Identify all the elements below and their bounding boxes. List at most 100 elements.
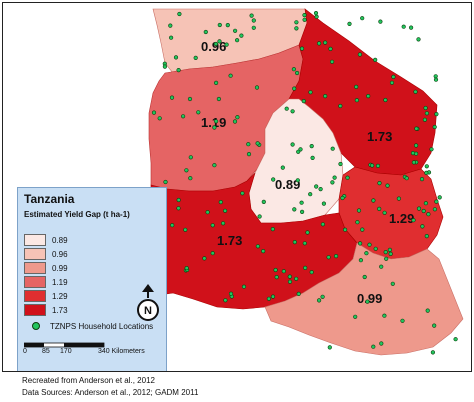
scale-tick: 85 (42, 348, 50, 355)
household-point (382, 210, 387, 215)
household-point (162, 64, 167, 69)
household-point (360, 227, 365, 232)
household-point (367, 242, 372, 247)
household-point (240, 191, 245, 196)
region-label-north-east: 1.73 (367, 129, 392, 144)
household-point (284, 106, 289, 111)
legend-panel: Tanzania Estimated Yield Gap (t ha-1) 0.… (17, 187, 167, 371)
household-point (296, 149, 301, 154)
household-point (382, 313, 387, 318)
household-point (317, 41, 322, 46)
household-point (176, 67, 181, 73)
legend-swatch (24, 262, 46, 274)
region-label-west: 1.19 (201, 115, 226, 130)
household-point (414, 126, 419, 131)
caption-source-recreated: Recreated from Anderson et al., 2012 (22, 376, 155, 385)
household-point (181, 114, 186, 119)
legend-swatch (24, 234, 46, 246)
household-point (379, 264, 384, 269)
household-point (308, 192, 313, 197)
household-point (212, 163, 217, 168)
household-point (353, 314, 358, 319)
household-point (347, 21, 352, 27)
legend-points-label: TZNPS Household Locations (50, 321, 154, 331)
household-point (239, 33, 244, 38)
household-point (404, 176, 409, 181)
legend-class-row: 0.89 (24, 234, 68, 246)
household-point (400, 318, 405, 323)
household-point (301, 98, 306, 104)
household-point (292, 240, 297, 245)
household-point (424, 170, 429, 175)
household-point (391, 74, 396, 79)
legend-swatch (24, 290, 46, 302)
region-label-south-west: 1.73 (217, 233, 242, 248)
household-point (414, 143, 419, 148)
household-point (151, 110, 157, 115)
household-point (355, 220, 360, 225)
household-point (188, 155, 193, 160)
household-point (388, 251, 393, 256)
legend-class-label: 1.29 (52, 291, 68, 301)
household-point (373, 246, 378, 251)
household-point (358, 258, 364, 263)
household-point (396, 196, 402, 201)
household-point (370, 163, 375, 168)
legend-title: Tanzania (24, 192, 75, 206)
household-point (411, 218, 416, 223)
household-point (251, 25, 256, 30)
household-point (214, 80, 219, 85)
household-point (210, 251, 215, 256)
household-point (453, 337, 458, 342)
household-point (416, 37, 421, 42)
household-point (377, 181, 382, 186)
household-point (320, 294, 325, 299)
household-point (280, 165, 285, 170)
household-point (401, 24, 406, 29)
household-point (168, 23, 173, 28)
household-point (320, 222, 326, 227)
household-point (409, 25, 414, 30)
region-south-east (264, 242, 464, 356)
region-label-central: 0.89 (275, 177, 300, 192)
household-point (294, 20, 299, 25)
household-point-icon (32, 322, 40, 330)
household-point (437, 195, 442, 200)
household-point (338, 103, 343, 109)
household-point (169, 95, 175, 100)
household-point (157, 116, 162, 121)
household-point (241, 284, 247, 289)
household-point (373, 57, 378, 63)
legend-class-row: 0.99 (24, 262, 68, 274)
household-point (343, 227, 348, 232)
household-point (423, 105, 428, 111)
household-point (354, 98, 360, 103)
household-point (302, 13, 307, 18)
household-point (434, 111, 439, 117)
household-point (302, 241, 307, 246)
household-point (330, 180, 335, 185)
household-point (176, 197, 181, 203)
household-point (383, 250, 388, 255)
household-points-layer (151, 11, 458, 355)
household-point (169, 35, 174, 40)
household-point (323, 93, 328, 99)
legend-swatch (24, 304, 46, 316)
household-point (387, 247, 393, 252)
legend-class-label: 1.19 (52, 277, 68, 287)
household-point (356, 208, 362, 213)
household-point (203, 29, 208, 35)
household-point (419, 177, 425, 182)
household-point (390, 281, 395, 286)
household-point (334, 254, 339, 259)
legend-class-label: 0.99 (52, 263, 68, 273)
household-point (173, 55, 179, 60)
household-point (224, 42, 229, 47)
household-point (326, 255, 331, 260)
household-point (281, 269, 286, 274)
household-point (228, 291, 234, 296)
household-point (308, 90, 313, 95)
household-point (371, 198, 376, 203)
household-point (411, 160, 417, 165)
household-point (302, 17, 307, 22)
